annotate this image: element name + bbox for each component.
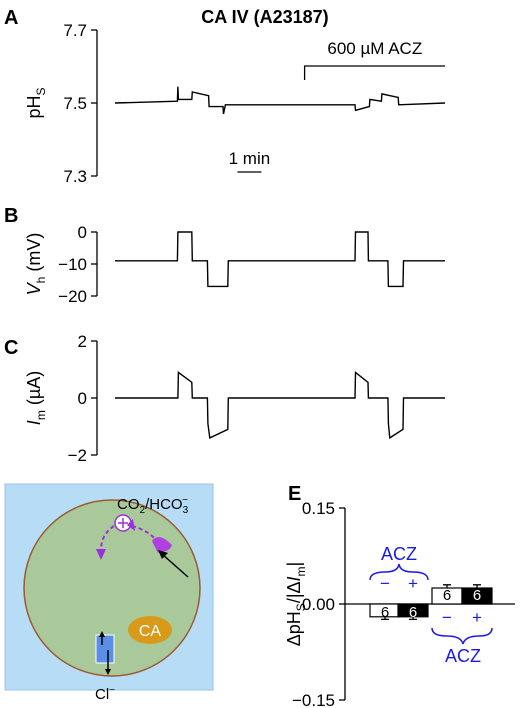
category-label: +: [408, 574, 418, 593]
label-part: ΔpH: [284, 611, 304, 646]
enzyme-label: CA: [139, 623, 162, 640]
ion-label: Cl−: [95, 685, 115, 703]
label-part: pH: [24, 96, 44, 119]
n-label: 6: [381, 604, 389, 621]
error-bar: [473, 584, 481, 588]
plus-icon: [118, 518, 128, 528]
n-label: 6: [443, 587, 451, 604]
y-tick-label: 7.5: [63, 94, 87, 113]
y-tick-label: 0.00: [302, 595, 335, 614]
brace: [369, 563, 429, 581]
gas-label: CO2/HCO3−: [117, 495, 189, 516]
y-axis-label: pHS: [24, 87, 48, 118]
channel: [95, 634, 115, 664]
transporter: [152, 537, 172, 553]
y-tick-label: −10: [58, 255, 87, 274]
y-axis-label: Vh (mV): [24, 233, 48, 296]
label-part: S: [294, 603, 308, 611]
label-part: I: [24, 420, 44, 425]
trace: [115, 231, 445, 288]
n-label: 6: [409, 604, 417, 621]
arrow-head: [96, 549, 106, 560]
y-tick-label: −0.15: [292, 691, 335, 708]
panel-label: C: [4, 337, 18, 359]
text: CO: [117, 496, 140, 513]
y-tick-label: 0: [78, 389, 87, 408]
label-part: S: [34, 87, 48, 95]
label-part: I: [284, 576, 304, 581]
text: −: [182, 495, 188, 506]
enzyme: [128, 616, 172, 644]
text: 2: [140, 505, 146, 516]
label-part: m: [34, 410, 48, 420]
y-tick-label: 0.15: [302, 499, 335, 518]
annotation-bar: [303, 65, 445, 80]
y-axis-label: Im (µA): [24, 371, 48, 425]
y-tick-label: −2: [68, 446, 87, 465]
text: 3: [183, 505, 189, 516]
annotation-label: 600 µM ACZ: [327, 39, 422, 58]
label-part: m: [294, 566, 308, 576]
label-part: h: [34, 277, 48, 284]
group-label: ACZ: [445, 646, 481, 666]
text: /HCO: [145, 496, 183, 513]
brace: [431, 627, 493, 645]
y-tick-label: −20: [58, 287, 87, 306]
arrow-head: [99, 631, 111, 675]
panel-label: A: [4, 7, 18, 29]
category-label: +: [472, 608, 482, 627]
scale-bar-label: 1 min: [229, 149, 271, 168]
diagram: D CO2/HCO3− CA Cl−: [4, 483, 214, 703]
y-tick-label: 7.7: [63, 21, 87, 40]
panel-label: B: [4, 205, 18, 227]
label-part: |: [284, 562, 304, 567]
category-label: −: [442, 608, 452, 627]
arrow: [161, 553, 189, 578]
error-bar: [381, 616, 389, 621]
arrow-head: [127, 519, 135, 531]
category-label: −: [380, 574, 390, 593]
trace: [114, 86, 446, 115]
n-label: 6: [473, 587, 481, 604]
label-part: (µA): [24, 371, 44, 410]
label-part: (mV): [24, 233, 44, 277]
error-bar: [409, 616, 417, 621]
figure-title: CA IV (A23187): [201, 7, 328, 27]
arrow-head: [158, 550, 168, 559]
y-tick-label: 2: [78, 332, 87, 351]
error-bar: [443, 584, 451, 588]
y-axis-label: ΔpHS/|ΔIm|: [284, 562, 308, 646]
text: −: [109, 685, 115, 696]
trace: [115, 370, 445, 440]
text: Cl: [95, 686, 109, 703]
label-part: /|Δ: [284, 581, 304, 603]
panel-label: E: [288, 483, 301, 505]
y-tick-label: 0: [78, 223, 87, 242]
label-part: V: [24, 281, 44, 295]
group-label: ACZ: [381, 544, 417, 564]
y-tick-label: 7.3: [63, 167, 87, 186]
